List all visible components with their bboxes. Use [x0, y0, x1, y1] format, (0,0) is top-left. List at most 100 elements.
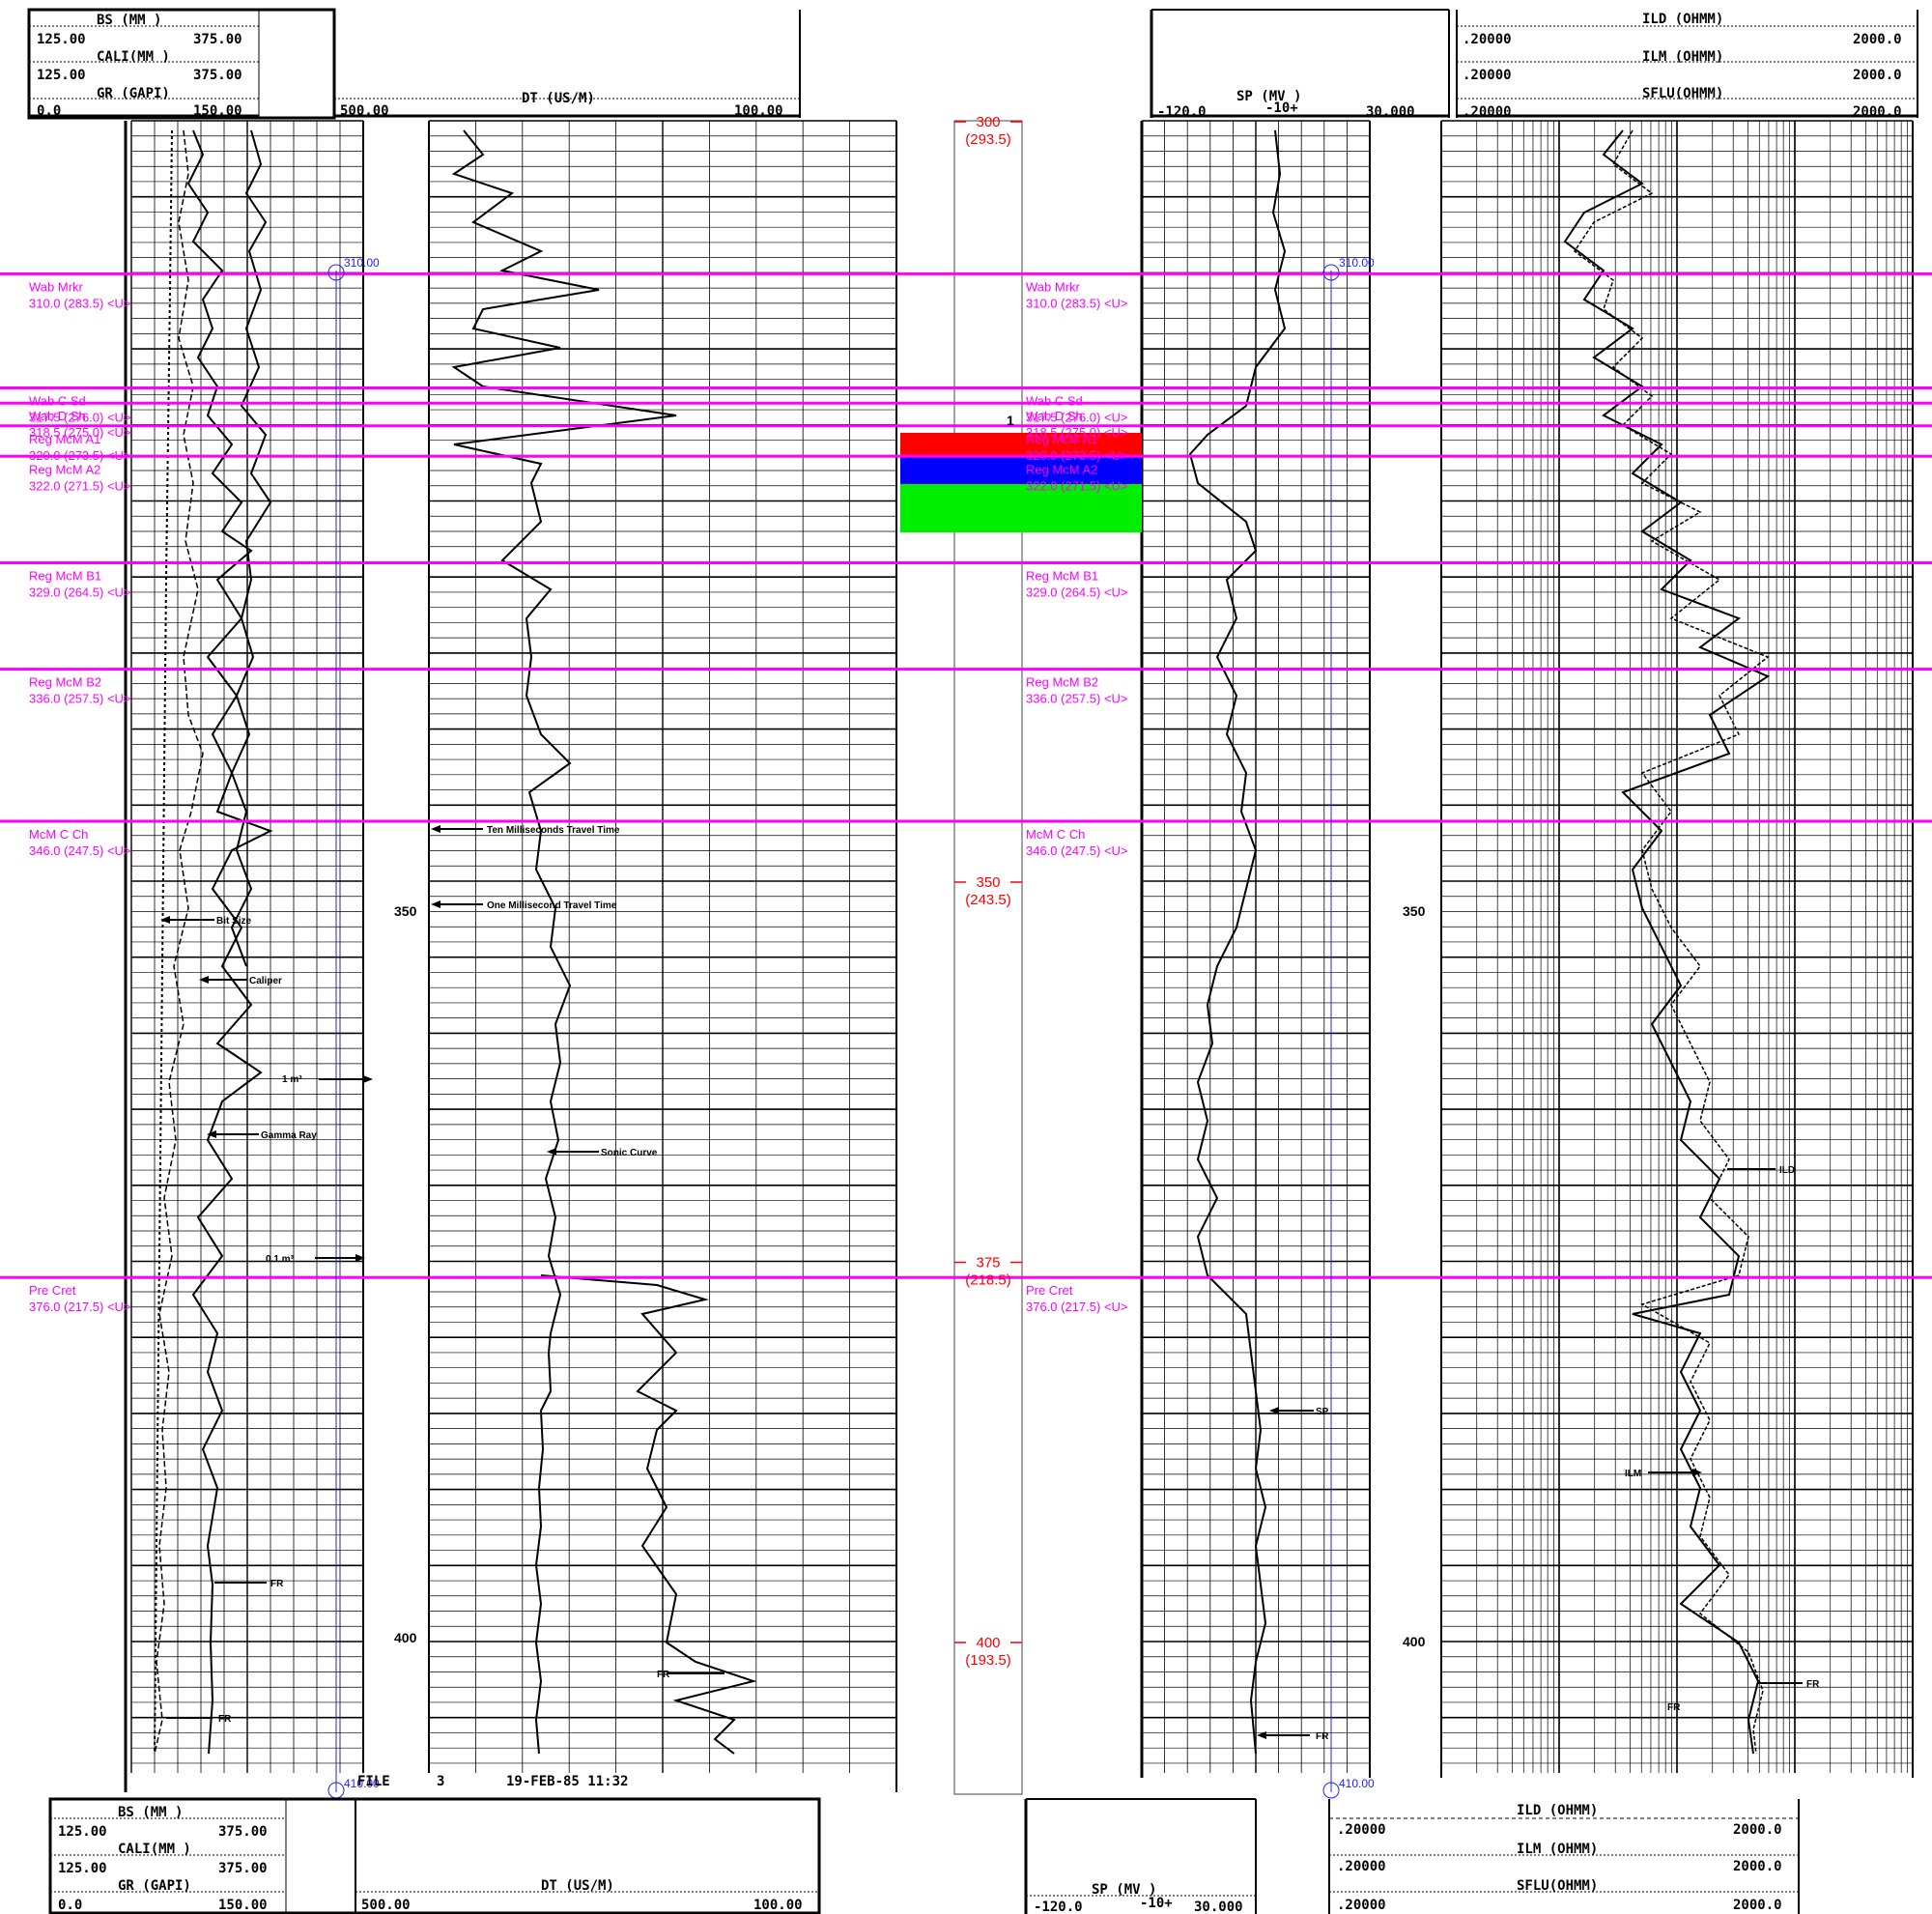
footer-dt-min: 500.00 [361, 1898, 411, 1913]
marker-value: 310.0 (283.5) <U> [1026, 296, 1128, 310]
ten-ms-annotation: Ten Milliseconds Travel Time [487, 825, 620, 836]
footer-ilm-max: 2000.0 [1733, 1859, 1782, 1874]
header-sflu-label: SFLU(OHMM) [1642, 86, 1723, 101]
footer-file-label: FILE [357, 1774, 390, 1789]
header-ilm-min: .20000 [1463, 68, 1512, 83]
footer-bs-min: 125.00 [58, 1824, 107, 1840]
fr-annotation-dt: FR [657, 1670, 670, 1680]
header-ild-label: ILD (OHMM) [1642, 12, 1723, 27]
footer-cali-min: 125.00 [58, 1861, 107, 1876]
depth-label: 350 [976, 874, 1000, 891]
fr-annotation-res: FR [1806, 1679, 1820, 1690]
footer-sflu-min: .20000 [1337, 1898, 1386, 1913]
header-dt-max: 100.00 [734, 103, 783, 119]
header-bs-label: BS (MM ) [97, 13, 161, 28]
footer: FILE 3 19-FEB-85 11:32 BS (MM ) 125.00 3… [48, 1774, 1800, 1914]
header-ild-max: 2000.0 [1853, 32, 1902, 47]
footer-cali-label: CALI(MM ) [118, 1842, 191, 1857]
fr-annotation-gr: FR [270, 1579, 284, 1589]
sonic-curve [451, 129, 677, 1755]
marker-value: 318.5 (275.0) <U> [1026, 425, 1128, 440]
footer-sflu-max: 2000.0 [1733, 1898, 1782, 1913]
header-left-box: BS (MM ) 125.00 375.00 CALI(MM ) 125.00 … [27, 8, 336, 120]
marker-name: Reg McM A2 [1026, 462, 1097, 476]
blue-top-label-right: 310.00 [1339, 256, 1375, 270]
blue-bottom-label-left: 410.00 [344, 1777, 380, 1790]
header-ilm-label: ILM (OHMM) [1642, 49, 1723, 65]
header-res-box: ILD (OHMM) .20000 2000.0 ILM (OHMM) .200… [1456, 10, 1918, 120]
depth-sublabel: (243.5) [965, 892, 1011, 908]
marker-value: 322.0 (271.5) <U> [29, 478, 131, 493]
blue-zone-band [900, 455, 1142, 484]
header-sp-min: -120.0 [1157, 104, 1207, 120]
header-sp-max: 30.000 [1366, 104, 1415, 120]
header-dt-box: DT (US/M) 500.00 100.00 [334, 10, 801, 119]
marker-name: Reg McM B2 [1026, 675, 1098, 690]
depth-label: 300 [976, 114, 1000, 130]
header-bs-max: 375.00 [193, 32, 242, 47]
marker-name: Wab C Sd [1026, 393, 1083, 408]
footer-sp-mid: -10+ [1140, 1896, 1173, 1911]
ilm-annotation: ILM [1625, 1469, 1641, 1479]
ild-annotation: ILD [1779, 1165, 1795, 1176]
dt-track-grid [428, 120, 897, 1773]
footer-gr-min: 0.0 [58, 1898, 82, 1913]
header-cali-label: CALI(MM ) [97, 49, 170, 65]
sonic-lower-curve [540, 1274, 757, 1755]
header-cali-max: 375.00 [193, 68, 242, 83]
footer-date: 19-FEB-85 11:32 [506, 1774, 628, 1789]
marker-name: Reg McM A1 [1026, 432, 1097, 446]
marker-name: Reg McM A2 [29, 462, 100, 476]
header-dt-label: DT (US/M) [522, 91, 595, 106]
header-sp-box: SP (MV ) -120.0 -10+ 30.000 [1150, 9, 1450, 120]
footer-sp-max: 30.000 [1194, 1900, 1243, 1914]
bit-size-annotation: Bit Size [216, 916, 252, 927]
curve-annotations: Bit Size Caliper Gamma Ray 1 m³ 0.1 m³ T… [160, 413, 1820, 1742]
footer-cali-max: 375.00 [218, 1861, 268, 1876]
marker-value: 310.0 (283.5) <U> [29, 296, 131, 310]
marker-name: McM C Ch [29, 827, 88, 842]
header-gr-max: 150.00 [193, 103, 242, 119]
marker-value: 317.5 (276.0) <U> [29, 410, 131, 424]
fr-annotation-res-2: FR [1667, 1702, 1681, 1713]
header-sp-mid: -10+ [1265, 100, 1298, 116]
marker-name: Wab D Sh [29, 409, 86, 423]
header-gr-min: 0.0 [37, 103, 61, 119]
gamma-ray-annotation: Gamma Ray [261, 1130, 317, 1141]
depth-label: 400 [976, 1635, 1000, 1651]
footer-gr-label: GR (GAPI) [118, 1878, 191, 1894]
gr-track-grid [130, 120, 364, 1773]
marker-name: McM C Ch [1026, 827, 1085, 842]
marker-value: 329.0 (264.5) <U> [29, 585, 131, 599]
marker-value: 376.0 (217.5) <U> [29, 1300, 131, 1314]
marker-value: 317.5 (276.0) <U> [1026, 410, 1128, 424]
track-frames [124, 121, 1914, 1792]
header-cali-min: 125.00 [37, 68, 86, 83]
marker-name: Wab D Sh [1026, 409, 1083, 423]
depth-sublabel: (293.5) [965, 131, 1011, 148]
footer-file-number: 3 [437, 1774, 444, 1789]
marker-name: Reg McM B1 [29, 568, 101, 583]
gr-secondary-curve [230, 129, 272, 967]
footer-sflu-label: SFLU(OHMM) [1517, 1878, 1598, 1894]
marker-value: 346.0 (247.5) <U> [29, 843, 131, 858]
depth-numbers: 350 400 350 400 [394, 903, 1426, 1649]
marker-name: Reg McM B2 [29, 675, 101, 690]
footer-ilm-label: ILM (OHMM) [1517, 1842, 1598, 1857]
footer-ild-max: 2000.0 [1733, 1822, 1782, 1838]
red-zone-band [900, 433, 1142, 455]
header-sflu-max: 2000.0 [1853, 104, 1902, 120]
depth-track-labels: 300(293.5) 350(243.5) 375(218.5) 400(193.5) [954, 114, 1022, 1669]
ilm-curve [1573, 129, 1770, 1755]
curves [154, 129, 1771, 1755]
footer-bs-label: BS (MM ) [118, 1805, 183, 1820]
green-zone-band [900, 484, 1142, 532]
depth-number-400-right: 400 [1403, 1634, 1426, 1649]
marker-value: 336.0 (257.5) <U> [1026, 692, 1128, 706]
ild-curve [1563, 129, 1771, 1755]
footer-dt-label: DT (US/M) [541, 1878, 614, 1894]
blue-bottom-label-right: 410.00 [1339, 1777, 1375, 1790]
footer-gr-max: 150.00 [218, 1898, 268, 1913]
